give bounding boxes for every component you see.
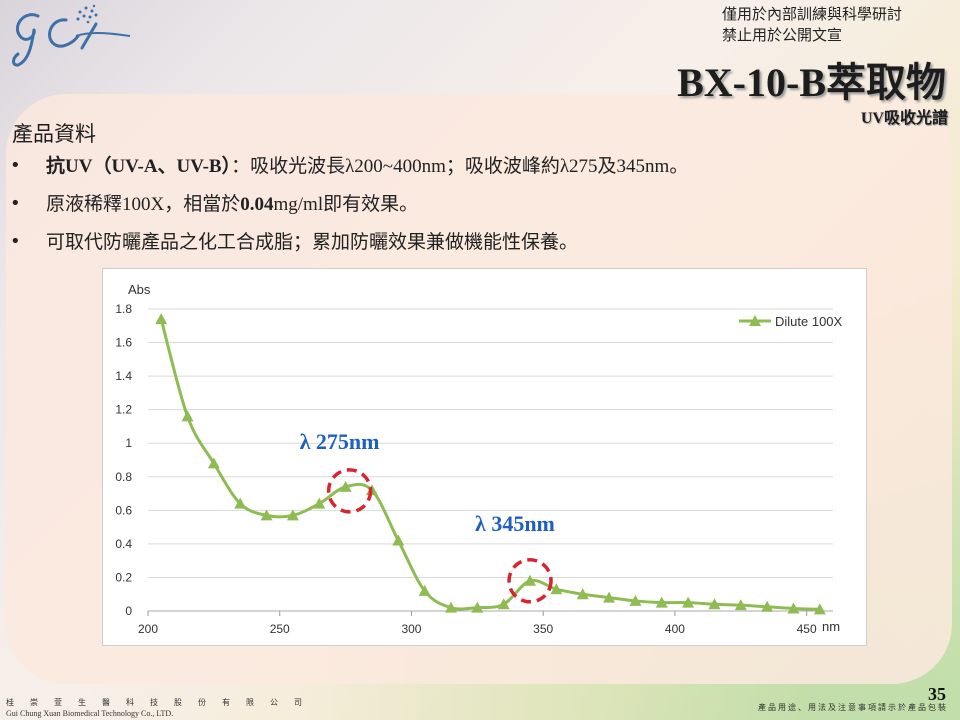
data-point-marker	[734, 599, 747, 611]
bullet-text-c: mg/ml即有效果。	[273, 194, 419, 215]
y-tick-label: 1.6	[115, 336, 132, 350]
bullet-item-replacement: • 可取代防曬產品之化工合成脂；累加防曬效果兼做機能性保養。	[10, 226, 688, 264]
legend-marker	[749, 315, 761, 326]
data-point-marker	[471, 601, 484, 613]
section-title: 產品資料	[12, 122, 96, 146]
bullet-text-a: 原液稀釋100X，相當於	[46, 194, 241, 215]
peak-annotation: λ 275nm	[300, 429, 380, 454]
data-point-marker	[497, 598, 510, 610]
data-point-marker	[761, 600, 774, 612]
x-tick-label: 300	[401, 622, 421, 636]
data-point-marker	[418, 584, 431, 596]
internal-use-notice: 僅用於內部訓練與科學研討 禁止用於公開文宣	[722, 4, 952, 46]
data-point-marker	[234, 497, 247, 509]
bullet-dot: •	[10, 231, 21, 252]
bullet-text-b: 0.04	[240, 194, 274, 215]
peak-highlight-circle	[507, 558, 553, 604]
company-name-cn: 桂 崇 萱 生 醫 科 技 股 份 有 限 公 司	[6, 698, 309, 707]
data-point-marker	[207, 457, 220, 469]
data-point-marker	[286, 509, 299, 521]
data-point-marker	[603, 591, 616, 603]
y-tick-label: 0	[125, 604, 132, 618]
data-point-marker	[629, 594, 642, 606]
data-point-marker	[260, 509, 273, 521]
company-name-en: Gui Chung Xuan Biomedical Technology Co.…	[6, 709, 174, 718]
bullet-dot: •	[10, 155, 21, 176]
x-tick-label: 350	[533, 622, 553, 636]
notice-line-1: 僅用於內部訓練與科學研討	[722, 5, 903, 23]
company-footer: 桂 崇 萱 生 醫 科 技 股 份 有 限 公 司 Gui Chung Xuan…	[6, 697, 309, 719]
chart-canvas: 0 0.2 0.4 0.6 0.8 1 1.2 1.4 1.6 1.8 200 250 300 350 40…	[115, 282, 843, 636]
notice-line-2: 禁止用於公開文宣	[722, 26, 843, 44]
peak-highlight-circle	[326, 468, 373, 514]
x-tick-label: 250	[270, 622, 290, 636]
y-tick-label: 0.8	[115, 470, 132, 484]
bullet-text-b: UV（UV-A、UV-B）	[65, 156, 232, 177]
y-axis-label: Abs	[128, 282, 151, 297]
data-point-marker	[181, 410, 194, 422]
x-tick-label: 400	[665, 622, 685, 636]
data-point-marker	[787, 602, 800, 614]
bullet-dot: •	[10, 193, 21, 214]
y-tick-label: 0.2	[115, 570, 132, 584]
peak-annotation: λ 345nm	[475, 511, 555, 536]
company-logo	[12, 4, 131, 67]
bullet-text-c: ：吸收光波長λ200~400nm；吸收波峰約λ275及345nm。	[231, 156, 689, 177]
x-tick-label: 450	[797, 622, 817, 636]
data-point-marker	[550, 583, 563, 595]
data-point-marker	[708, 598, 721, 610]
x-tick-label: 200	[138, 622, 158, 636]
product-info-list: • 抗UV（UV-A、UV-B）：吸收光波長λ200~400nm；吸收波峰約λ2…	[10, 150, 688, 264]
slide-title: BX-10-B萃取物	[677, 60, 946, 105]
y-tick-label: 1.2	[115, 403, 132, 417]
data-point-marker	[392, 534, 405, 546]
bullet-item-dilution: • 原液稀釋100X，相當於0.04mg/ml即有效果。	[10, 188, 688, 226]
y-tick-label: 0.6	[115, 503, 132, 517]
data-point-marker	[813, 603, 826, 615]
data-point-marker	[313, 497, 326, 509]
data-point-marker	[655, 596, 668, 608]
data-point-marker	[682, 596, 695, 608]
data-point-marker	[576, 588, 589, 600]
bullet-text-a: 抗	[46, 155, 66, 177]
y-tick-label: 1.8	[115, 302, 132, 316]
uv-absorption-chart: 0 0.2 0.4 0.6 0.8 1 1.2 1.4 1.6 1.8 200 250 300 350 40…	[102, 268, 867, 646]
bullet-item-uv: • 抗UV（UV-A、UV-B）：吸收光波長λ200~400nm；吸收波峰約λ2…	[10, 150, 688, 188]
data-point-marker	[524, 574, 537, 586]
bullet-text-a: 可取代防曬產品之化工合成脂；累加防曬效果兼做機能性保養。	[46, 231, 579, 253]
data-point-marker	[155, 313, 168, 325]
y-tick-label: 0.4	[115, 537, 132, 551]
series-line	[159, 318, 820, 611]
slide-subtitle: UV吸收光譜	[860, 110, 948, 127]
footer-disclaimer: 產品用途、用法及注意事項請示於產品包裝	[758, 703, 948, 712]
data-point-marker	[444, 601, 457, 613]
legend-label: Dilute 100X	[775, 314, 843, 329]
x-axis-label: nm	[822, 619, 840, 634]
y-tick-label: 1.4	[115, 369, 132, 383]
data-point-marker	[339, 480, 352, 492]
y-tick-label: 1	[125, 436, 132, 450]
page-number: 35	[928, 684, 946, 704]
